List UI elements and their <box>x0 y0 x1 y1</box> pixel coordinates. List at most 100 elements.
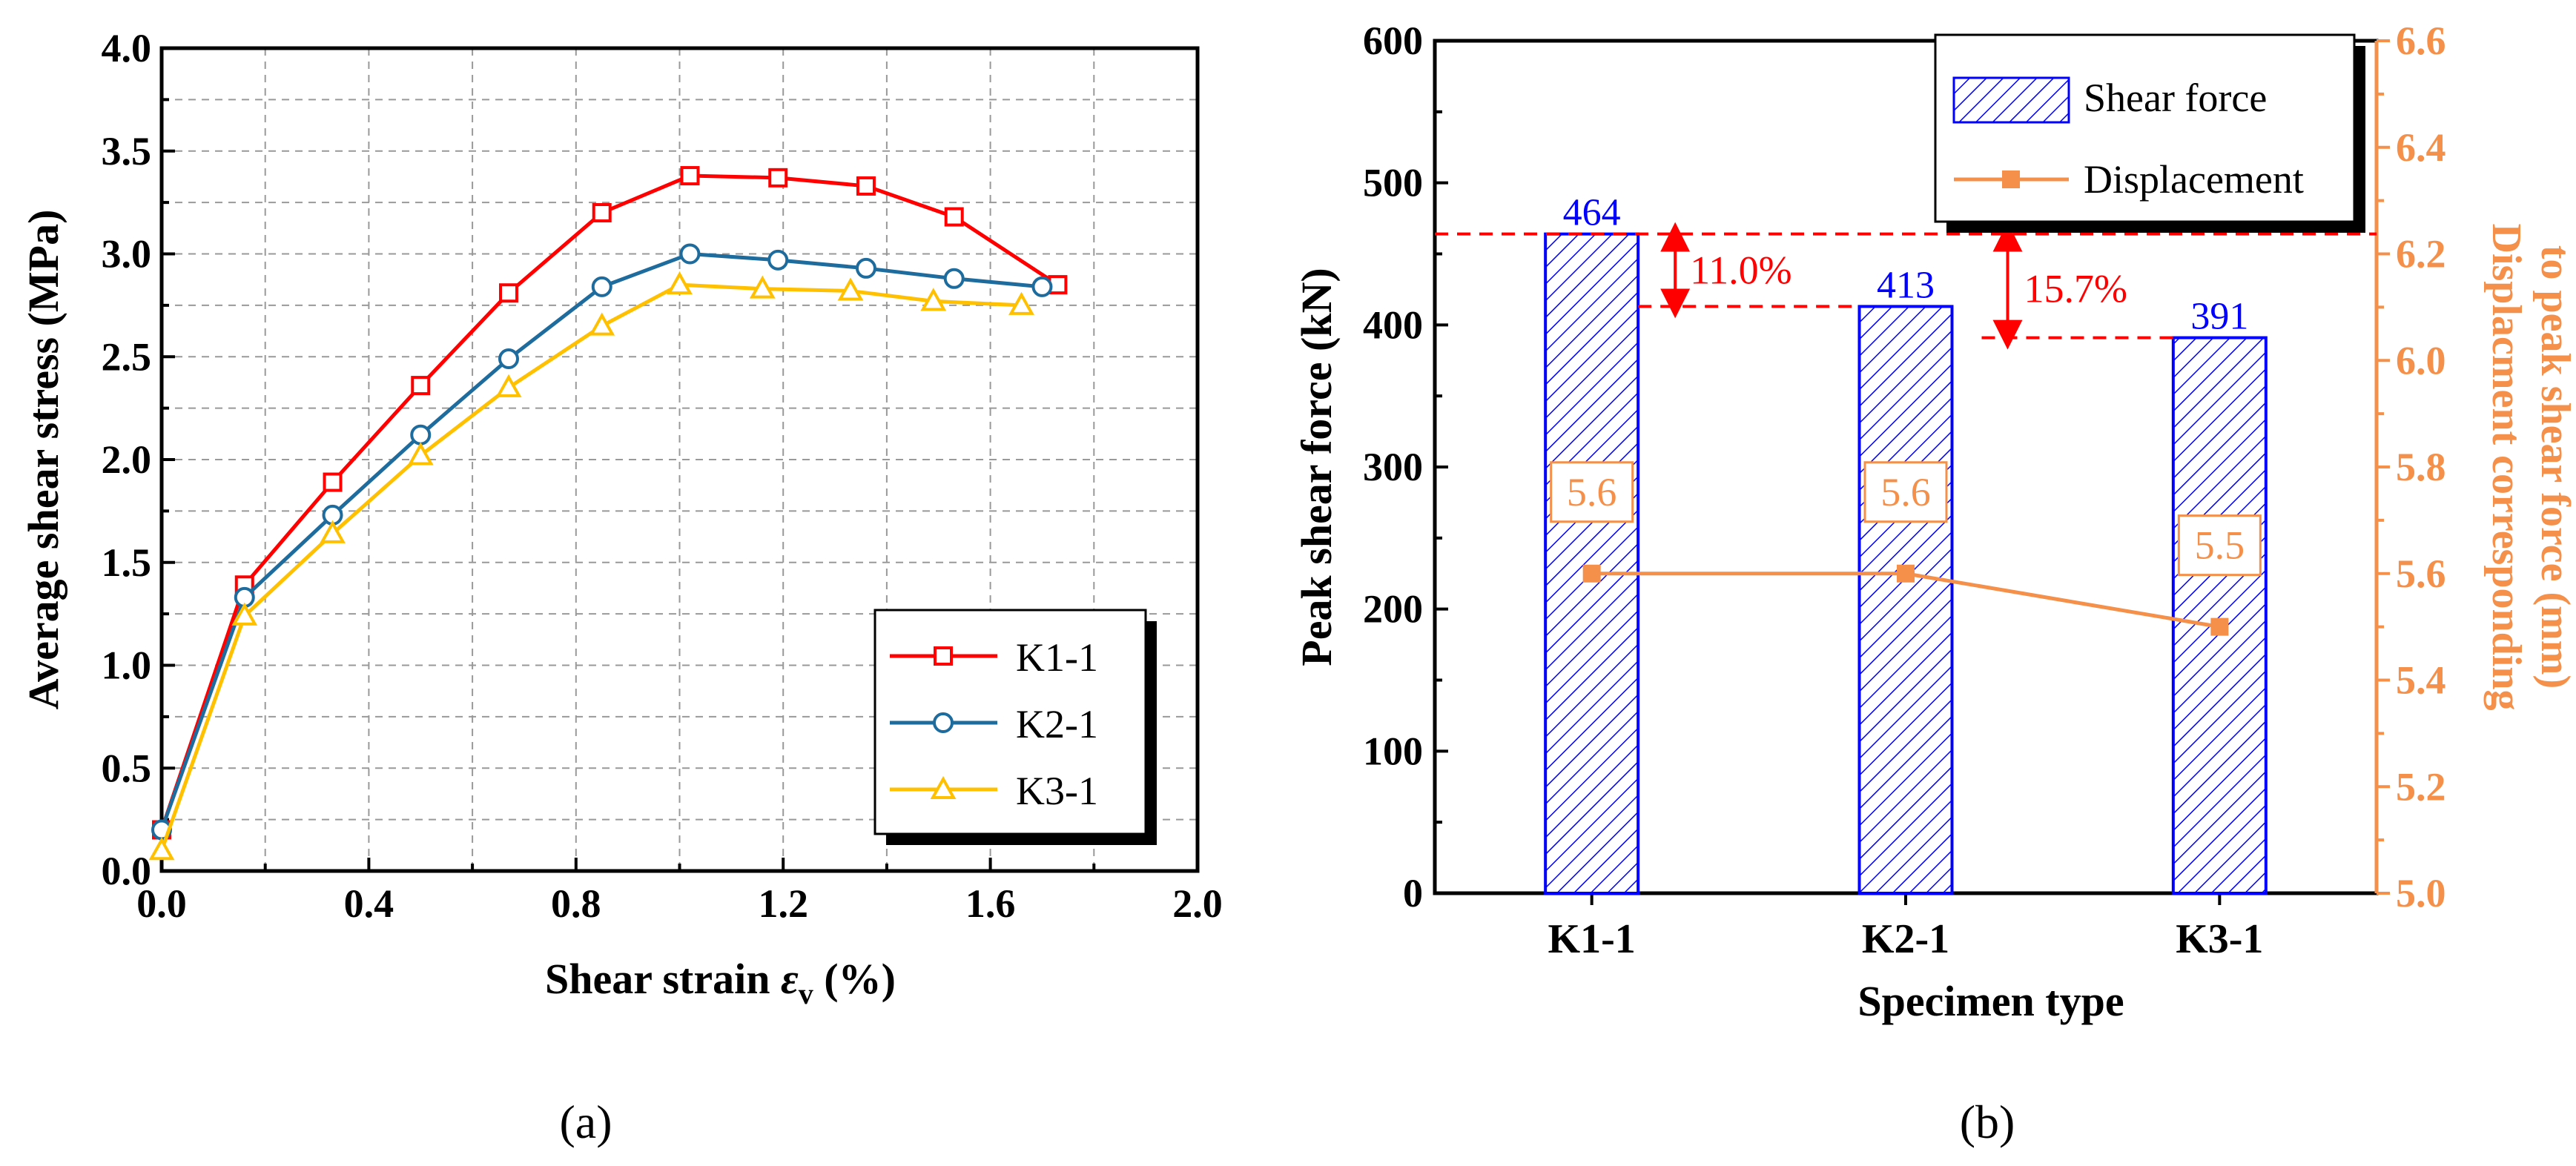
x-tick-label: K1-1 <box>1548 916 1636 962</box>
data-point <box>856 176 876 196</box>
bar-K3-1 <box>2171 336 2268 895</box>
panel-b-y-axis-label: Peak shear force (kN) <box>1292 268 1341 666</box>
data-point <box>498 348 519 370</box>
data-point <box>768 168 788 188</box>
legend-box <box>1934 33 2356 223</box>
panel-a-line-chart: 0.0 0.4 0.8 1.2 1.6 2.0 0.0 0.5 1.0 1.5 2.0 2.5 3.0 3… <box>19 26 1223 1148</box>
data-point <box>944 207 964 227</box>
data-point <box>680 166 700 186</box>
bar-value-label: 391 <box>2190 296 2248 338</box>
panel-b-legend: Shear force Displacement <box>1934 33 2365 233</box>
y-tick-label: 0.5 <box>102 746 152 790</box>
panel-b-caption: (b) <box>1960 1096 2015 1148</box>
bar-value-label: 464 <box>1563 192 1621 234</box>
panel-a-y-axis-label: Average shear stress (MPa) <box>19 210 67 710</box>
data-point <box>767 249 789 271</box>
y-tick-label: 3.0 <box>102 232 152 276</box>
panel-b-ticks: 0 100 200 300 400 500 600 5.0 5.2 5.4 5.6 5.8 6.0 6.2… <box>1363 19 2446 962</box>
data-point <box>411 376 431 396</box>
right-y-tick-label: 5.4 <box>2396 658 2446 703</box>
panel-a-ticks: 0.0 0.4 0.8 1.2 1.6 2.0 0.0 0.5 1.0 1.5 2.0 2.5 3.0 3… <box>102 26 1223 926</box>
data-point <box>591 276 612 297</box>
y-tick-label: 0.0 <box>102 849 152 893</box>
right-y-tick-label: 6.0 <box>2396 338 2446 382</box>
panel-b-bar-chart: 0 100 200 300 400 500 600 5.0 5.2 5.4 5.6 5.8 6.0 6.2… <box>1292 19 2576 1148</box>
legend-label-displacement: Displacement <box>2084 157 2304 202</box>
displacement-point <box>1897 564 1915 583</box>
displacement-label-box <box>2177 514 2262 577</box>
displacement-label-box <box>1550 461 1634 523</box>
displacement-point <box>2210 617 2229 636</box>
bar-value-label: 413 <box>1877 264 1935 306</box>
bar-K1-1 <box>1544 232 1640 895</box>
legend-label-K2-1: K2-1 <box>1016 702 1098 746</box>
data-point <box>667 271 693 295</box>
y-tick-label: 1.0 <box>102 643 152 688</box>
x-tick-label: 1.6 <box>965 881 1016 926</box>
y-tick-label: 2.5 <box>102 334 152 379</box>
x-tick-label: K3-1 <box>2176 916 2263 962</box>
panel-a-legend: K1-1 K2-1 K3-1 <box>873 609 1157 845</box>
diff-label-k2: 11.0% <box>1690 248 1791 293</box>
panel-b-bars: 464 413 391 <box>1544 192 2268 895</box>
x-tick-label: 2.0 <box>1172 881 1223 926</box>
right-y-tick-label: 6.4 <box>2396 125 2446 170</box>
displacement-label-box <box>1863 461 1948 523</box>
y-tick-label: 200 <box>1363 587 1423 632</box>
right-y-tick-label: 6.6 <box>2396 19 2446 63</box>
data-point <box>837 277 864 301</box>
y-tick-label: 500 <box>1363 161 1423 205</box>
x-tick-label: 0.4 <box>344 881 394 926</box>
legend-marker-K2-1 <box>933 712 954 733</box>
right-y-tick-label: 5.8 <box>2396 445 2446 489</box>
data-point <box>148 837 175 861</box>
panel-b-right-y-axis-label-line2: to peak shear force (mm) <box>2532 245 2576 689</box>
panel-b-right-y-axis-label-line1: Displacment corresponding <box>2483 224 2529 711</box>
legend-marker-K3-1 <box>930 775 957 799</box>
x-tick-label: 0.8 <box>551 881 601 926</box>
displacement-point <box>1582 564 1601 583</box>
y-tick-label: 300 <box>1363 445 1423 489</box>
y-tick-label: 600 <box>1363 19 1423 63</box>
displacement-value-label: 5.6 <box>1567 470 1617 514</box>
legend-marker-displacement <box>2002 170 2020 188</box>
panel-a-caption: (a) <box>559 1096 612 1148</box>
data-point <box>231 602 258 626</box>
x-tick-label: K2-1 <box>1862 916 1949 962</box>
data-point <box>320 520 346 543</box>
panel-b-displacement-line: 5.6 5.6 5.5 <box>1550 461 2262 636</box>
data-point <box>498 283 518 303</box>
legend-label-shear-force: Shear force <box>2084 76 2267 120</box>
y-tick-label: 2.0 <box>102 437 152 482</box>
data-point <box>855 257 876 279</box>
legend-marker-K1-1 <box>934 646 953 666</box>
y-tick-label: 400 <box>1363 302 1423 347</box>
right-y-tick-label: 5.0 <box>2396 871 2446 915</box>
data-point <box>749 275 776 299</box>
panel-b-annotations: 11.0% 15.7% <box>1435 222 2377 350</box>
y-tick-label: 0 <box>1403 871 1423 915</box>
data-point <box>323 472 343 492</box>
data-point <box>495 374 522 397</box>
x-tick-label: 1.2 <box>758 881 808 926</box>
bar-K2-1 <box>1857 305 1954 895</box>
data-point <box>1008 291 1034 315</box>
right-y-tick-label: 6.2 <box>2396 232 2446 276</box>
y-tick-label: 1.5 <box>102 540 152 585</box>
data-point <box>943 268 965 289</box>
legend-swatch-shear-force <box>1952 76 2070 124</box>
data-point <box>410 424 432 445</box>
panel-b-x-axis-label: Specimen type <box>1857 977 2124 1025</box>
displacement-value-label: 5.5 <box>2195 523 2245 568</box>
data-point <box>920 288 947 311</box>
panel-a-x-axis-label: Shear strain εv (%) <box>545 955 896 1010</box>
x-tick-label: 0.0 <box>136 881 187 926</box>
data-point <box>407 442 434 466</box>
data-point <box>679 243 701 265</box>
data-point <box>1031 276 1053 297</box>
data-point <box>589 312 615 336</box>
y-tick-label: 3.5 <box>102 129 152 173</box>
legend-box <box>873 609 1147 835</box>
y-tick-label: 100 <box>1363 729 1423 773</box>
